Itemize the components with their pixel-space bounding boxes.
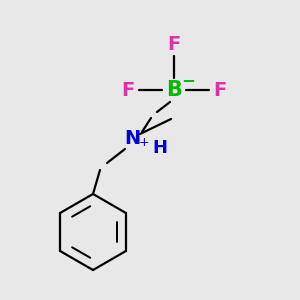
Text: F: F xyxy=(122,80,135,100)
Text: $^+$H: $^+$H xyxy=(136,138,168,158)
Text: −: − xyxy=(181,71,195,89)
Text: N: N xyxy=(124,130,140,148)
Text: F: F xyxy=(167,35,181,55)
Text: B: B xyxy=(166,80,182,100)
Text: F: F xyxy=(213,80,226,100)
